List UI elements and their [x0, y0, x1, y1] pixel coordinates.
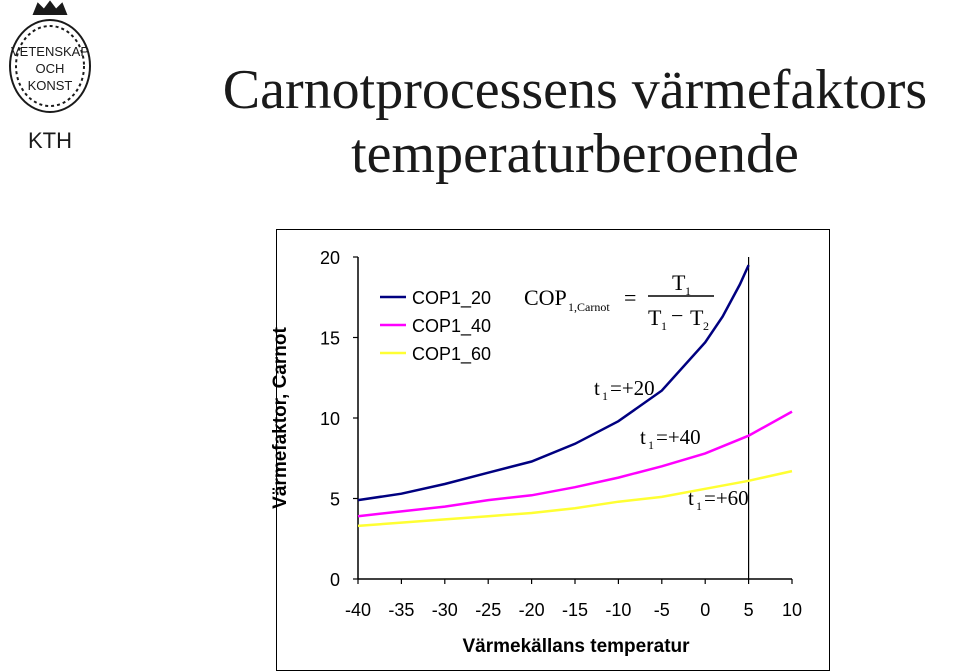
formula-equals: = [624, 285, 636, 310]
formula-denominator-a-sub: 1 [661, 319, 667, 333]
series-line-cop1-20 [357, 264, 750, 502]
logo-brand: KTH [28, 128, 72, 153]
y-tick-label: 5 [330, 490, 340, 510]
annotation-t20-sub: 1 [602, 389, 608, 403]
logo-line-1: VETENSKAP [11, 44, 89, 59]
chart-frame [276, 229, 830, 671]
series-line-cop1-40 [357, 410, 793, 518]
x-tick-label: -20 [519, 600, 545, 620]
formula-numerator: T [672, 270, 686, 295]
annotation-t20-t: t [594, 376, 600, 400]
legend: COP1_20 COP1_40 COP1_60 [380, 288, 491, 365]
x-tick-label: -30 [432, 600, 458, 620]
series-line-cop1-60 [357, 469, 793, 528]
x-axis-label: Värmekällans temperatur [462, 636, 690, 657]
annotation-t60-value: =+60 [704, 486, 749, 510]
formula-denominator-a: T [648, 305, 662, 330]
x-tick-label: -15 [562, 600, 588, 620]
laurel-wreath-icon [9, 19, 91, 113]
annotation-t40-sub: 1 [648, 438, 654, 452]
annotation-t60-sub: 1 [696, 499, 702, 513]
crown-icon [32, 0, 68, 15]
y-tick-label: 10 [320, 409, 340, 429]
annotation-t20-value: =+20 [610, 376, 655, 400]
annotation-t40-value: =+40 [656, 425, 701, 449]
x-tick-label: 0 [700, 600, 710, 620]
x-tick-label: 5 [744, 600, 754, 620]
kth-logo: VETENSKAP OCH KONST KTH [9, 0, 91, 153]
x-tick-label: -40 [345, 600, 371, 620]
legend-label-cop1-20: COP1_20 [412, 288, 491, 309]
x-tick-label: -5 [654, 600, 670, 620]
carnot-formula: COP 1,Carnot = T 1 T 1 − T 2 [524, 270, 714, 333]
formula-lhs: COP [524, 285, 567, 310]
x-tick-label: -35 [388, 600, 414, 620]
legend-label-cop1-60: COP1_60 [412, 344, 491, 365]
logo-line-2: OCH [36, 61, 65, 76]
x-tick-label: 10 [782, 600, 802, 620]
annotation-t60-t: t [688, 486, 694, 510]
x-tick-label: -25 [475, 600, 501, 620]
formula-lhs-sub: 1,Carnot [568, 300, 610, 314]
formula-denominator-b-sub: 2 [703, 319, 709, 333]
formula-numerator-sub: 1 [685, 284, 691, 298]
y-tick-label: 0 [330, 570, 340, 590]
y-tick-label: 15 [320, 329, 340, 349]
legend-label-cop1-40: COP1_40 [412, 316, 491, 337]
annotation-t40-t: t [640, 425, 646, 449]
x-tick-label: -10 [605, 600, 631, 620]
y-tick-label: 20 [320, 248, 340, 268]
logo-line-3: KONST [28, 78, 73, 93]
title-line-2: temperaturberoende [351, 123, 799, 185]
page-title: Carnotprocessens värmefaktors temperatur… [190, 58, 960, 186]
formula-minus: − [671, 303, 683, 328]
title-line-1: Carnotprocessens värmefaktors [222, 59, 928, 121]
formula-denominator-b: T [690, 305, 704, 330]
